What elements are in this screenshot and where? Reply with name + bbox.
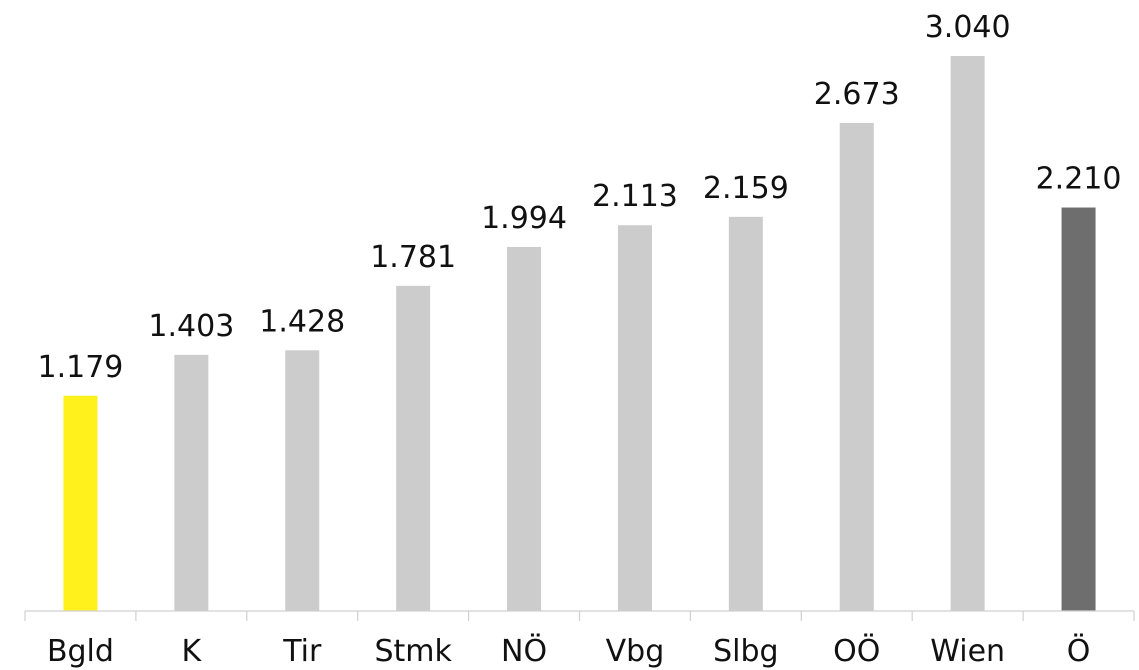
data-label-OÖ: 2.673 [814, 77, 900, 112]
x-tick-label-Stmk: Stmk [374, 634, 452, 669]
x-tick-label-Vbg: Vbg [606, 634, 665, 669]
data-label-Tir: 1.428 [259, 304, 345, 339]
bar-Ö [1061, 207, 1096, 611]
x-tick-label-Tir: Tir [282, 634, 322, 669]
data-label-Wien: 3.040 [925, 10, 1011, 45]
x-tick-label-Wien: Wien [930, 634, 1005, 669]
x-tick-labels-group: Bgld K Tir Stmk NÖ Vbg Slbg OÖ Wien Ö [47, 633, 1090, 669]
data-label-Slbg: 2.159 [703, 171, 789, 206]
bar-Stmk [396, 285, 431, 611]
x-tick-label-NÖ: NÖ [501, 633, 547, 669]
x-tick-label-OÖ: OÖ [833, 633, 880, 669]
data-label-K: 1.403 [148, 309, 234, 344]
bars-group [63, 56, 1096, 612]
bar-Slbg [728, 216, 763, 611]
data-label-NÖ: 1.994 [481, 201, 567, 236]
x-tick-label-Bgld: Bgld [47, 634, 114, 669]
x-axis [24, 610, 1135, 621]
x-tick-label-K: K [182, 634, 203, 669]
data-label-Stmk: 1.781 [370, 240, 456, 275]
x-tick-label-Ö: Ö [1067, 633, 1091, 669]
bar-Vbg [617, 225, 652, 612]
data-label-Bgld: 1.179 [38, 350, 124, 385]
x-tick-label-Slbg: Slbg [713, 634, 778, 669]
bar-OÖ [839, 123, 874, 611]
value-labels-group: 1.179 1.403 1.428 1.781 1.994 2.113 2.159 2.673… [38, 10, 1122, 385]
data-label-Vbg: 2.113 [592, 179, 678, 214]
bar-Bgld [63, 395, 98, 611]
data-label-Ö: 2.210 [1036, 162, 1122, 197]
bar-K [174, 354, 209, 611]
bar-NÖ [507, 246, 542, 612]
bar-Tir [285, 350, 320, 611]
bar-Wien [950, 56, 985, 611]
